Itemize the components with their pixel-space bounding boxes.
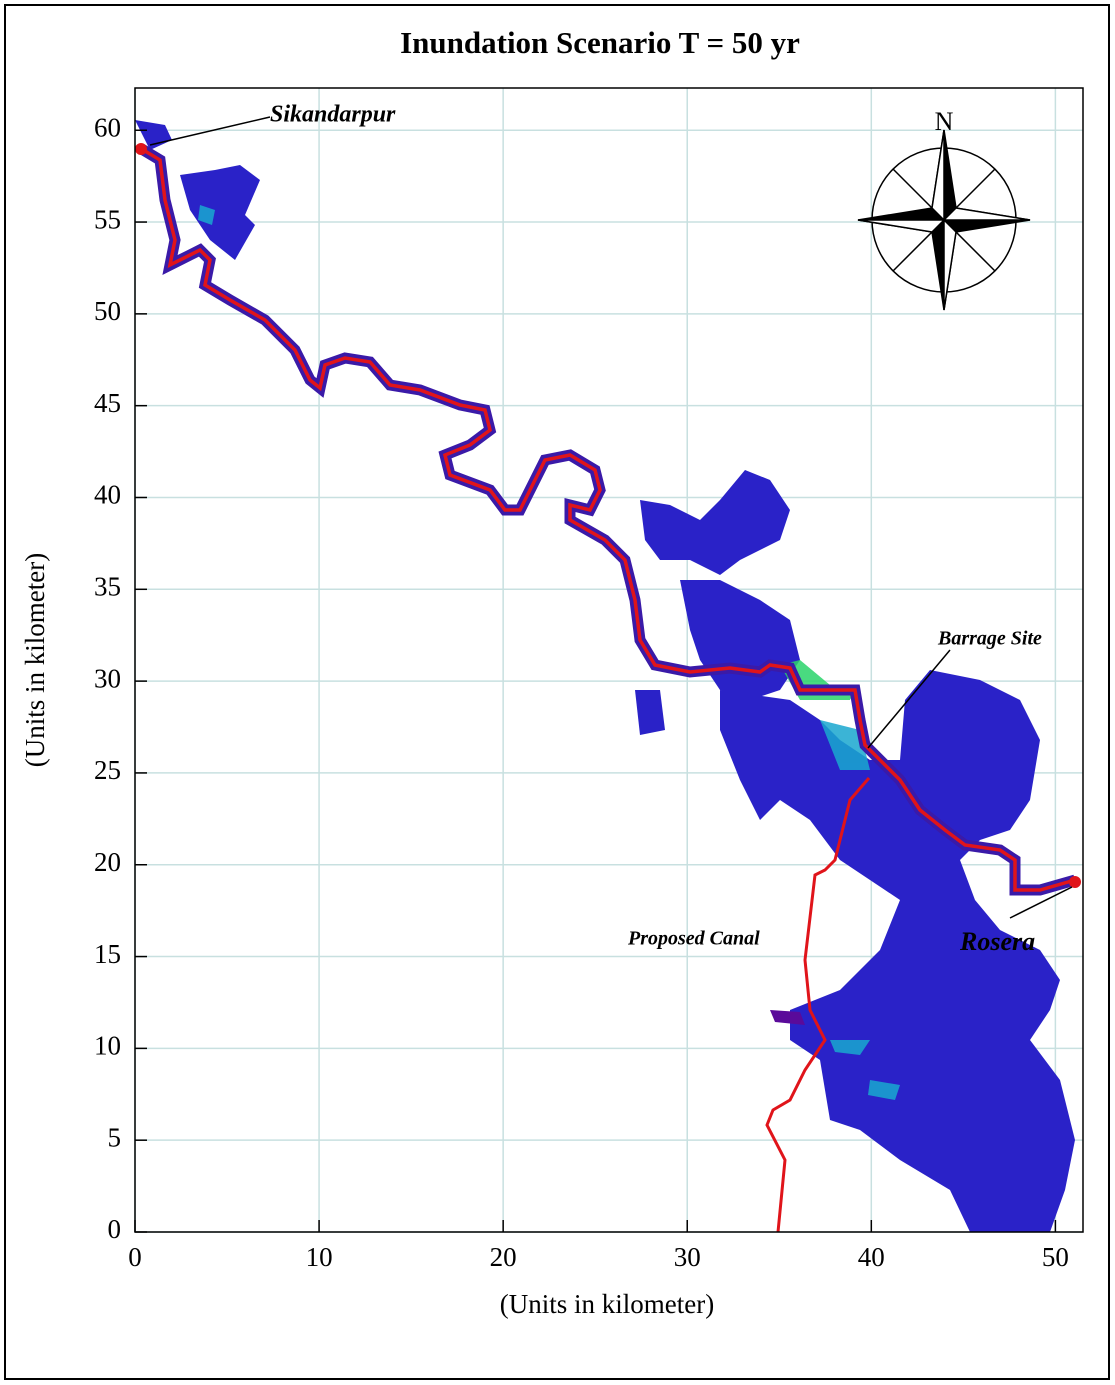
y-tick-label: 60	[94, 112, 121, 142]
chart-title: Inundation Scenario T = 50 yr	[400, 25, 800, 60]
y-tick-label: 30	[94, 663, 121, 693]
x-tick-label: 40	[858, 1242, 885, 1272]
x-tick-label: 0	[128, 1242, 142, 1272]
x-axis-label: (Units in kilometer)	[500, 1289, 714, 1319]
plot-frame	[134, 87, 1084, 1233]
y-tick-label: 20	[94, 847, 121, 877]
x-tick-label: 50	[1042, 1242, 1069, 1272]
y-tick-label: 50	[94, 296, 121, 326]
y-tick-label: 15	[94, 939, 121, 969]
y-tick-label: 35	[94, 572, 121, 602]
y-tick-label: 55	[94, 204, 121, 234]
compass-rose: N	[857, 107, 1031, 311]
x-tick-label: 10	[306, 1242, 333, 1272]
y-axis-label: (Units in kilometer)	[20, 553, 50, 767]
river-channel	[135, 143, 1081, 1233]
y-tick-label: 40	[94, 480, 121, 510]
x-tick-label: 20	[490, 1242, 517, 1272]
annotation: Proposed Canal	[627, 928, 760, 950]
x-tick-label: 30	[674, 1242, 701, 1272]
y-tick-label: 5	[108, 1122, 122, 1152]
annotations: Sikandarpur Barrage Site Proposed Canal …	[149, 102, 1073, 956]
annotation: Sikandarpur	[270, 102, 396, 128]
north-label: N	[935, 107, 954, 136]
y-tick-label: 10	[94, 1031, 121, 1061]
y-tick-label: 0	[108, 1214, 122, 1244]
annotation: Rosera	[959, 927, 1035, 956]
y-tick-label: 25	[94, 755, 121, 785]
annotation: Barrage Site	[937, 628, 1042, 650]
y-tick-label: 45	[94, 388, 121, 418]
